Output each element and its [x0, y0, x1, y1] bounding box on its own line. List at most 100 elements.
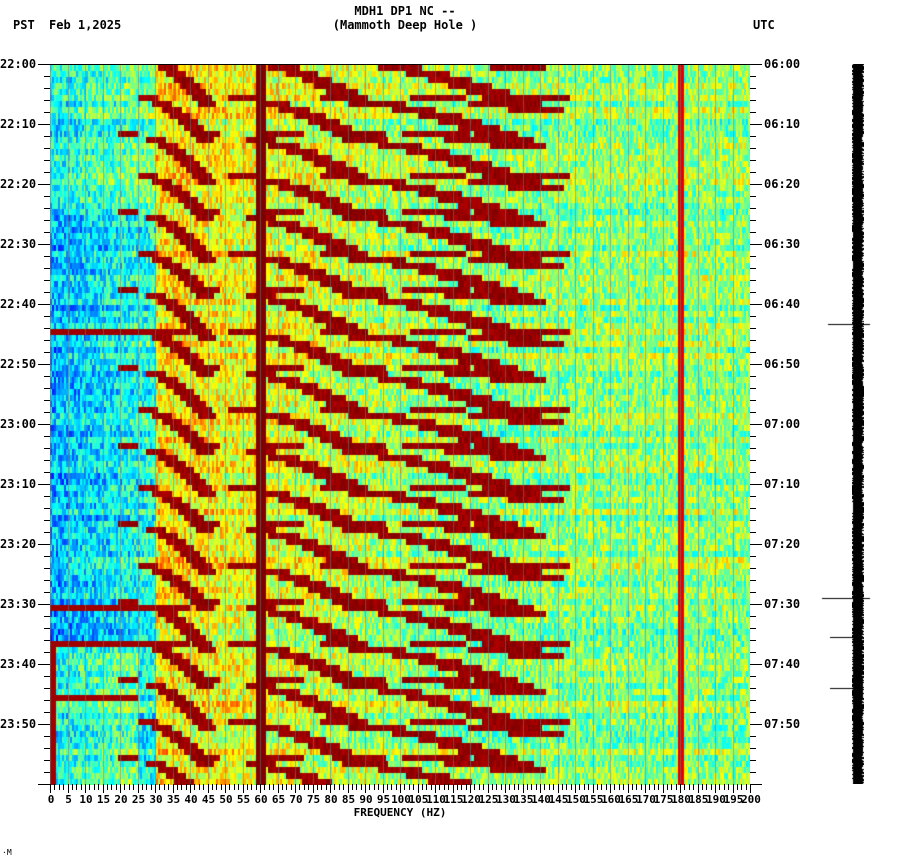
y-tick-right — [750, 580, 756, 581]
y-label-right: 07:50 — [764, 717, 801, 731]
x-tick — [548, 784, 550, 790]
y-tick-left — [44, 112, 50, 113]
y-tick-right — [750, 688, 756, 689]
y-label-left: 23:10 — [0, 477, 37, 491]
x-tick — [163, 784, 165, 790]
x-tick — [207, 784, 209, 793]
y-tick-right — [750, 64, 762, 65]
y-tick-right — [750, 496, 756, 497]
x-tick — [373, 784, 375, 790]
y-tick-right — [750, 436, 756, 437]
seismogram-spikes — [800, 64, 900, 784]
y-tick-left — [44, 460, 50, 461]
x-label: 195 — [723, 793, 744, 806]
x-tick — [400, 784, 401, 793]
x-label: 0 — [47, 793, 55, 806]
x-tick — [579, 784, 581, 790]
x-tick — [198, 784, 200, 790]
y-tick-right — [750, 760, 756, 761]
x-tick — [741, 784, 743, 790]
y-tick-right — [750, 520, 756, 521]
y-tick-right — [750, 100, 756, 101]
y-tick-right — [750, 676, 756, 677]
x-tick — [391, 784, 393, 790]
x-tick — [478, 784, 480, 790]
y-tick-left — [44, 532, 50, 533]
x-tick — [286, 784, 288, 790]
x-tick — [513, 784, 515, 790]
y-tick-left — [44, 508, 50, 509]
y-tick-right — [750, 700, 756, 701]
x-label: 70 — [289, 793, 303, 806]
x-tick — [452, 784, 454, 793]
x-tick — [413, 784, 415, 790]
x-tick — [592, 784, 594, 793]
x-tick — [610, 784, 611, 793]
x-tick — [583, 784, 585, 790]
x-label: 45 — [201, 793, 216, 806]
y-tick-left — [44, 772, 50, 773]
x-tick — [281, 784, 283, 790]
x-tick — [159, 784, 161, 790]
y-tick-left — [38, 664, 50, 665]
x-tick — [111, 784, 113, 790]
y-label-right: 07:30 — [764, 597, 801, 611]
x-tick — [557, 784, 559, 793]
x-tick — [684, 784, 686, 790]
x-tick — [483, 784, 485, 790]
x-label: 180 — [671, 793, 691, 806]
x-tick — [745, 784, 747, 790]
y-tick-right — [750, 532, 756, 533]
x-axis-title: FREQUENCY (HZ) — [353, 806, 447, 819]
x-label: 60 — [254, 793, 268, 806]
x-tick — [605, 784, 607, 790]
x-tick — [736, 784, 738, 790]
y-tick-right — [750, 508, 756, 509]
y-label-left: 23:50 — [0, 717, 37, 731]
y-tick-right — [750, 256, 756, 257]
x-tick — [675, 784, 677, 790]
x-tick — [303, 784, 305, 790]
y-tick-left — [44, 400, 50, 401]
y-tick-right — [750, 196, 756, 197]
x-label: 50 — [219, 793, 233, 806]
x-label: 190 — [706, 793, 726, 806]
y-tick-right — [750, 76, 756, 77]
station-title: MDH1 DP1 NC -- — [354, 4, 456, 18]
y-tick-right — [750, 244, 762, 245]
y-tick-left — [44, 316, 50, 317]
y-tick-left — [38, 724, 50, 725]
x-tick — [653, 784, 655, 790]
x-label: 55 — [236, 793, 251, 806]
x-tick — [570, 784, 572, 790]
x-tick — [526, 784, 528, 790]
y-label-left: 22:00 — [0, 57, 37, 71]
x-tick — [509, 784, 511, 790]
y-tick-right — [750, 592, 756, 593]
x-label: 130 — [496, 793, 516, 806]
y-label-right: 07:40 — [764, 657, 801, 671]
x-tick — [417, 784, 419, 793]
y-label-left: 23:20 — [0, 537, 37, 551]
x-tick — [80, 784, 82, 790]
x-tick — [522, 784, 524, 793]
x-tick — [194, 784, 196, 790]
x-tick — [456, 784, 458, 790]
y-label-left: 22:10 — [0, 117, 37, 131]
x-label: 150 — [566, 793, 586, 806]
y-tick-left — [44, 520, 50, 521]
y-tick-left — [44, 232, 50, 233]
x-tick — [63, 784, 65, 790]
x-tick — [631, 784, 633, 790]
y-tick-right — [750, 364, 762, 365]
x-tick — [137, 784, 139, 793]
x-tick — [395, 784, 397, 790]
x-tick — [596, 784, 598, 790]
y-tick-left — [38, 424, 50, 425]
x-tick — [719, 784, 721, 790]
x-label: 175 — [653, 793, 674, 806]
y-tick-right — [750, 220, 756, 221]
y-label-left: 23:30 — [0, 597, 37, 611]
y-tick-left — [44, 100, 50, 101]
x-label: 100 — [391, 793, 411, 806]
